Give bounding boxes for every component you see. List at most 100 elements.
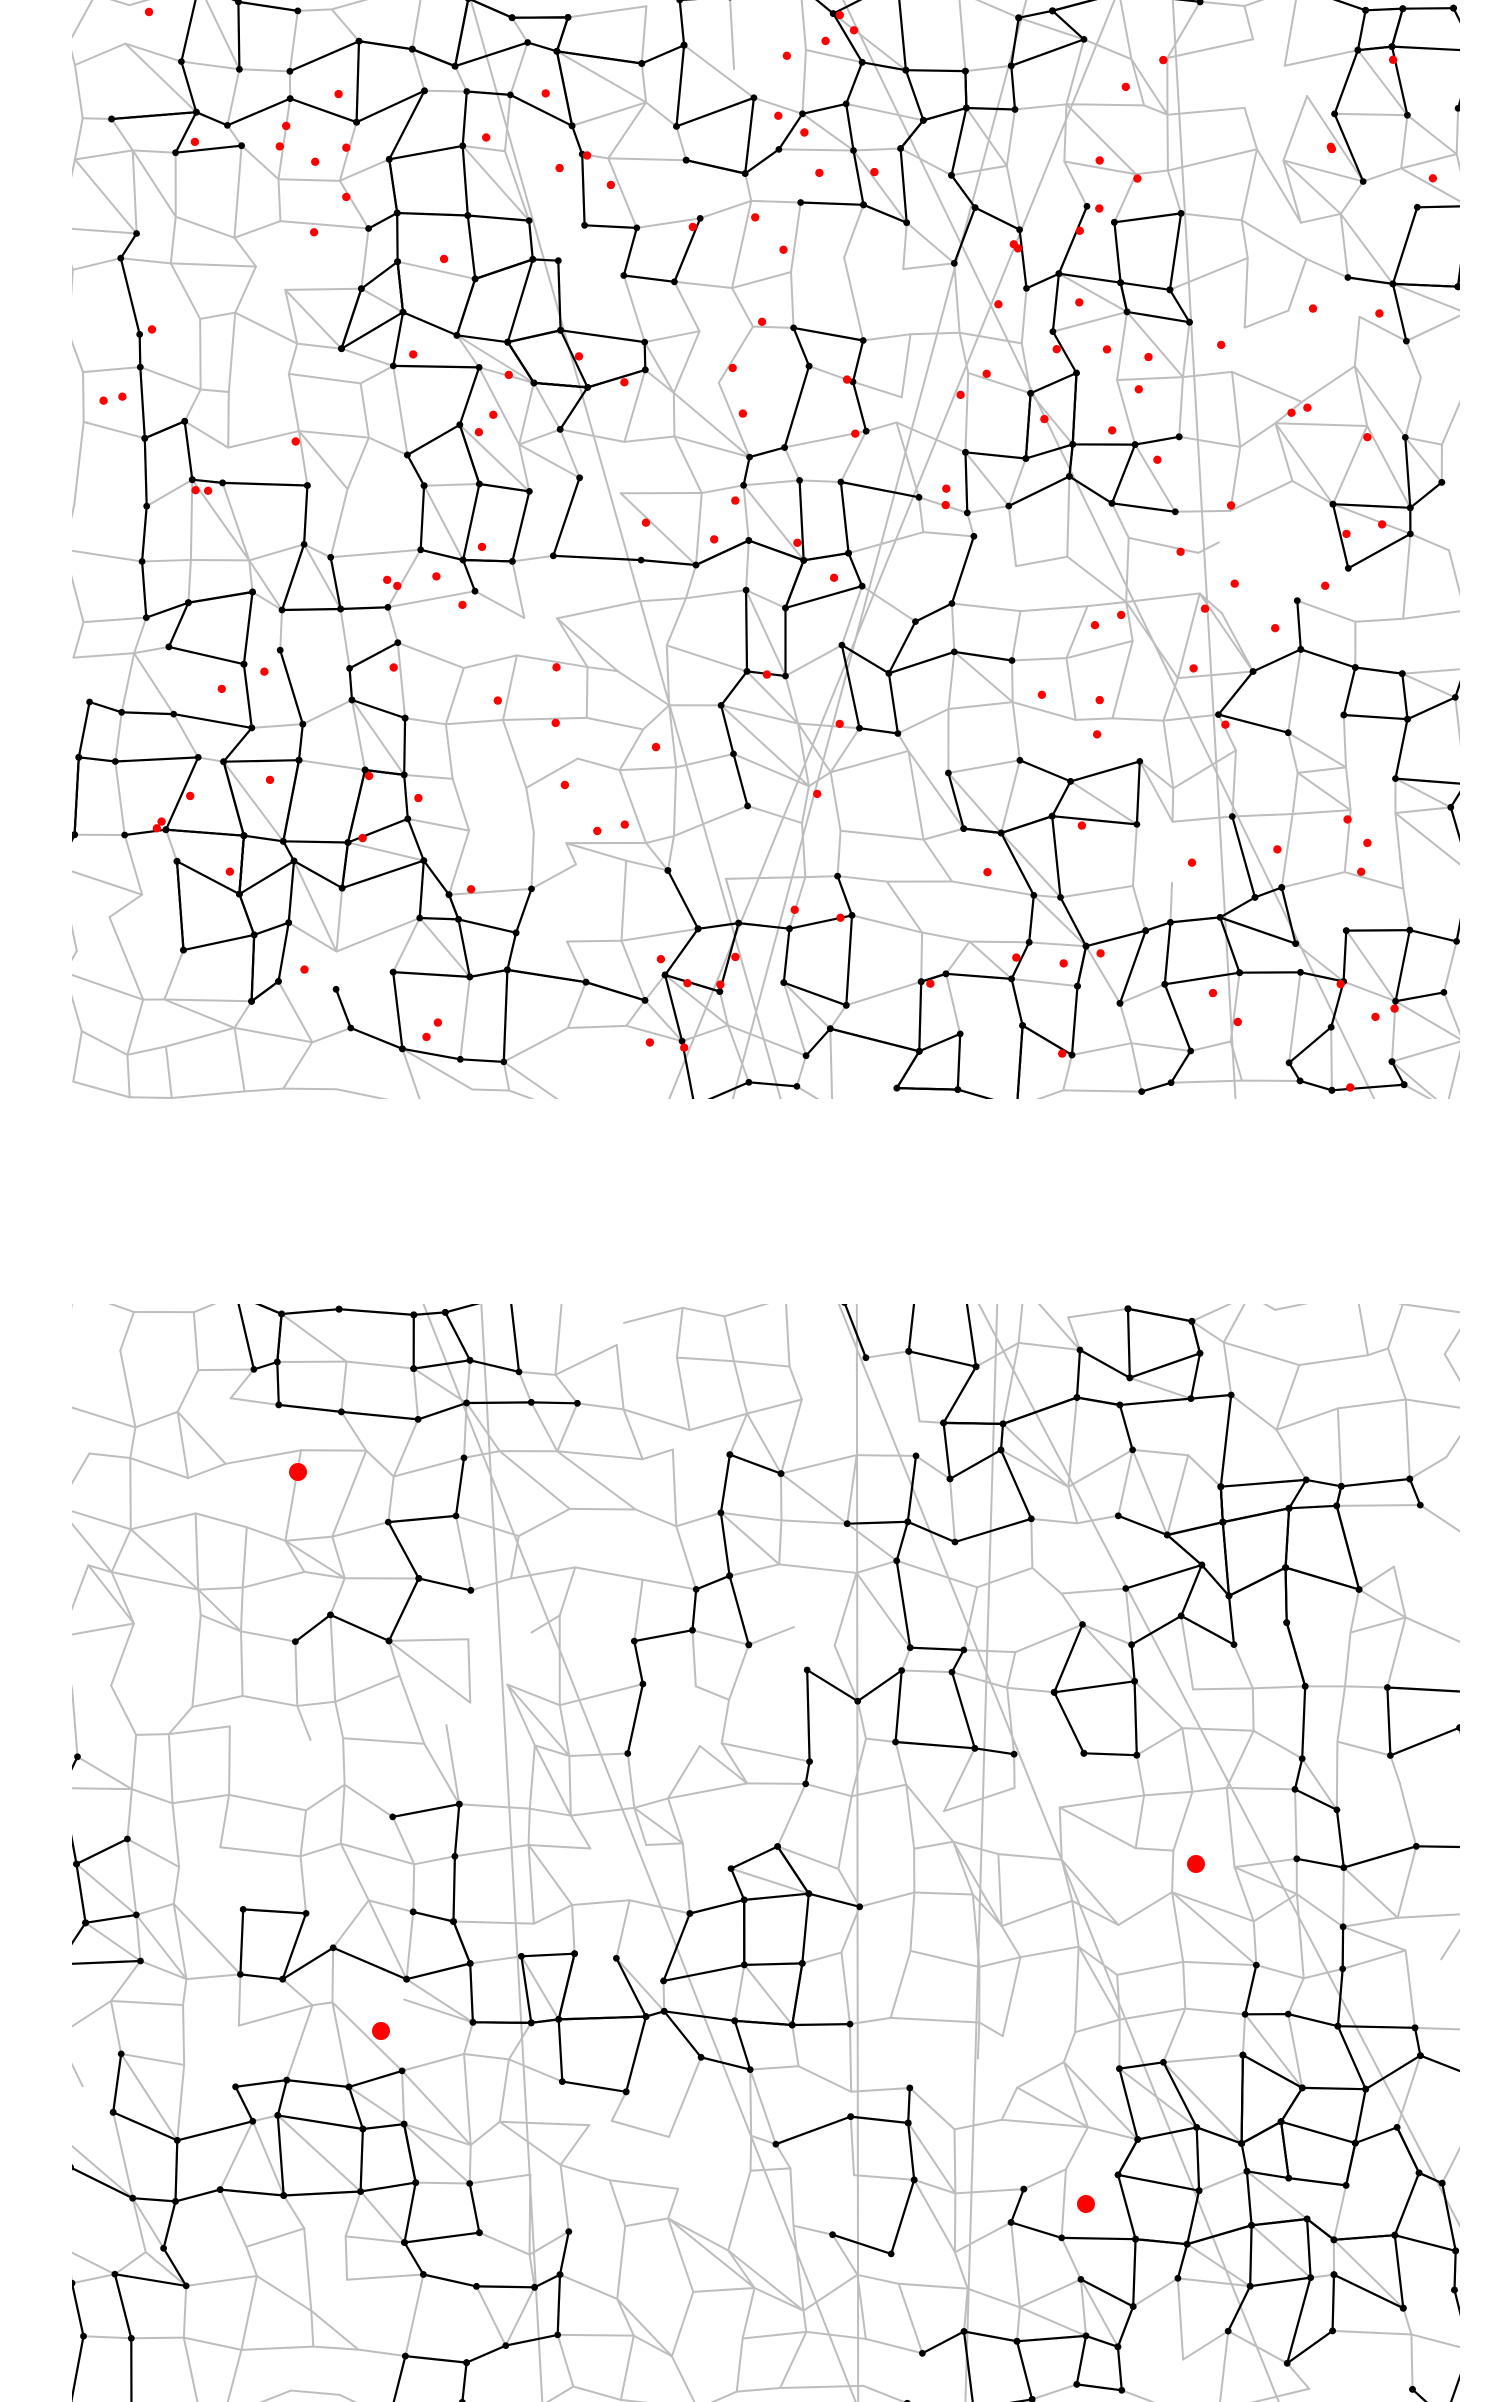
road-segment bbox=[418, 917, 471, 978]
road-segment bbox=[331, 2001, 351, 2088]
assignment-edges-bottom bbox=[72, 1304, 1460, 2402]
road-segment bbox=[518, 381, 535, 446]
road-segment bbox=[1349, 1588, 1361, 1634]
facility-node bbox=[710, 535, 719, 544]
road-segment bbox=[1172, 1790, 1194, 1852]
assignment-path bbox=[119, 232, 224, 484]
road-segment bbox=[1138, 760, 1174, 823]
road-segment bbox=[227, 430, 300, 449]
road-segment bbox=[1353, 315, 1361, 368]
facility-node bbox=[1102, 345, 1112, 354]
road-segment bbox=[1171, 1891, 1185, 1963]
demand-node bbox=[1451, 2286, 1458, 2294]
road-segment bbox=[1187, 1454, 1222, 1488]
road-segment bbox=[73, 42, 127, 67]
facility-node bbox=[782, 51, 792, 60]
assignment-path bbox=[1010, 2126, 1444, 2246]
road-segment bbox=[110, 1999, 185, 2006]
demand-node bbox=[460, 1454, 468, 1462]
road-segment bbox=[387, 1638, 470, 1642]
demand-node bbox=[902, 66, 910, 74]
road-segment bbox=[1339, 180, 1365, 215]
demand-node bbox=[345, 2083, 353, 2091]
road-segment bbox=[1336, 1685, 1347, 1743]
road-segment bbox=[176, 2063, 186, 2142]
road-segment bbox=[644, 973, 667, 1002]
demand-node bbox=[142, 614, 150, 621]
demand-node bbox=[414, 1416, 422, 1423]
demand-node bbox=[143, 502, 151, 510]
road-segment bbox=[527, 1807, 531, 1847]
road-segment bbox=[607, 157, 688, 162]
road-segment bbox=[1060, 1858, 1120, 1927]
demand-node bbox=[1167, 919, 1174, 926]
road-segment bbox=[1058, 1806, 1137, 1850]
assignment-path bbox=[685, 102, 865, 206]
road-segment bbox=[568, 1752, 629, 1757]
road-segment bbox=[745, 539, 750, 592]
demand-node bbox=[806, 1758, 813, 1765]
road-segment bbox=[616, 2297, 635, 2337]
road-segment bbox=[974, 0, 1020, 19]
assignment-path bbox=[288, 0, 643, 73]
road-segment bbox=[670, 2290, 695, 2358]
road-segment bbox=[502, 1060, 559, 1099]
demand-node bbox=[1252, 1961, 1260, 1969]
road-segment bbox=[610, 2090, 628, 2122]
road-segment bbox=[1066, 475, 1071, 558]
demand-node bbox=[283, 2076, 291, 2084]
road-segment bbox=[724, 876, 807, 880]
road-segment bbox=[692, 2287, 756, 2293]
road-segment bbox=[331, 1521, 390, 1538]
demand-node bbox=[1438, 479, 1446, 486]
demand-node bbox=[1196, 0, 1204, 6]
road-segment bbox=[72, 1304, 73, 1310]
road-segment bbox=[743, 1963, 794, 2027]
road-segment bbox=[1225, 1786, 1236, 1869]
demand-node bbox=[249, 2117, 257, 2125]
road-segment bbox=[723, 1315, 735, 1363]
road-segment bbox=[1000, 831, 1062, 899]
road-segment bbox=[1059, 884, 1134, 899]
road-segment bbox=[199, 311, 237, 320]
demand-node bbox=[1284, 2010, 1292, 2018]
demand-node bbox=[660, 2007, 668, 2015]
road-segment bbox=[829, 1027, 834, 1099]
road-segment bbox=[75, 1862, 138, 1916]
demand-node bbox=[1452, 2247, 1460, 2255]
road-segment bbox=[665, 597, 688, 647]
road-segment bbox=[1037, 1304, 1081, 1352]
road-segment bbox=[335, 917, 421, 953]
assignment-path bbox=[862, 106, 977, 265]
road-segment bbox=[625, 999, 647, 1027]
demand-node bbox=[897, 145, 904, 152]
road-segment bbox=[506, 1683, 536, 1747]
demand-node bbox=[240, 660, 248, 668]
road-segment bbox=[392, 1456, 466, 1478]
facility-node bbox=[1233, 1017, 1243, 1027]
demand-node bbox=[508, 14, 516, 22]
road-segment bbox=[1342, 713, 1347, 769]
demand-node bbox=[188, 476, 196, 484]
facility-node bbox=[1108, 426, 1117, 435]
road-segment bbox=[1401, 668, 1460, 675]
facility-node bbox=[364, 771, 374, 781]
road-segment bbox=[502, 654, 518, 722]
road-segment bbox=[191, 1613, 202, 1708]
road-segment bbox=[1063, 160, 1137, 176]
road-segment bbox=[1138, 760, 1175, 790]
road-segment bbox=[1332, 0, 1367, 12]
road-segment bbox=[1182, 2330, 1230, 2361]
road-segment bbox=[623, 368, 647, 443]
facility-node bbox=[334, 89, 343, 99]
demand-node bbox=[1224, 2327, 1232, 2335]
road-segment bbox=[667, 2217, 756, 2290]
road-segment bbox=[921, 931, 971, 943]
road-segment bbox=[128, 1096, 173, 1099]
road-segment bbox=[1198, 592, 1224, 615]
assignment-path bbox=[348, 641, 407, 776]
road-segment bbox=[72, 227, 138, 235]
road-segment bbox=[1282, 159, 1302, 224]
road-segment bbox=[334, 1674, 401, 1703]
road-segment bbox=[532, 381, 562, 431]
